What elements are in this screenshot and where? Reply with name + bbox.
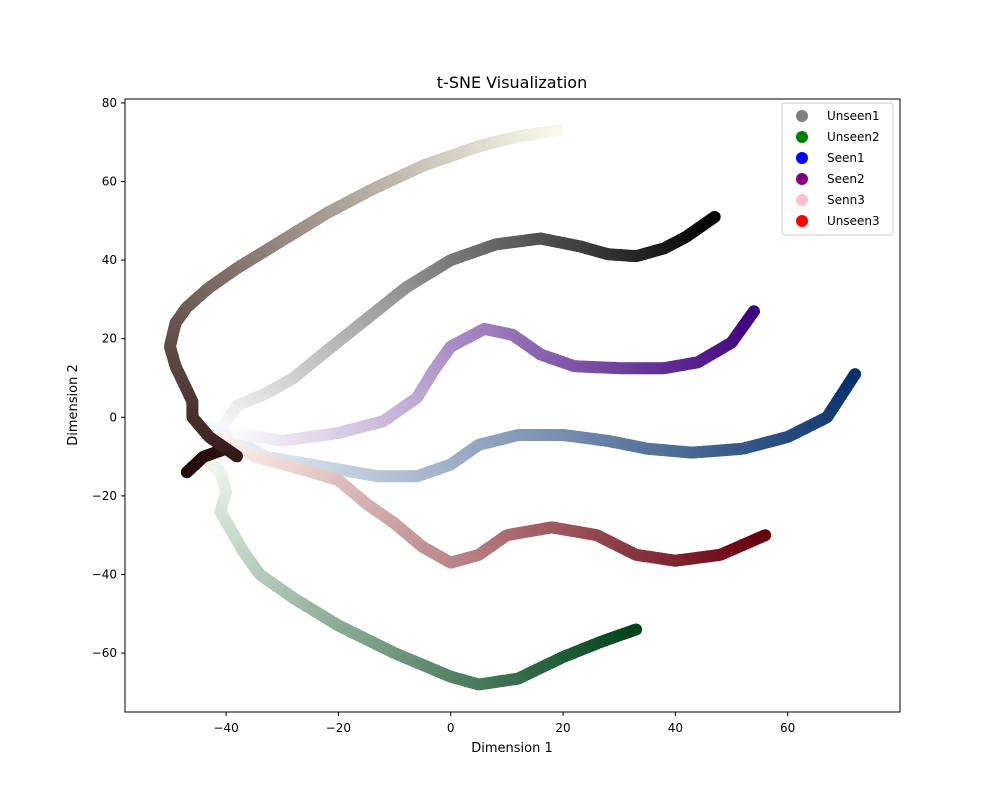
- legend-marker: [796, 215, 808, 227]
- chart-title: t-SNE Visualization: [437, 73, 587, 92]
- data-point: [551, 124, 564, 137]
- legend-marker: [796, 152, 808, 164]
- legend-label: Unseen3: [827, 214, 880, 228]
- legend-marker: [796, 110, 808, 122]
- legend-label: Seen1: [827, 151, 865, 165]
- y-tick-label: 20: [102, 332, 117, 346]
- series-2-points: [203, 368, 862, 483]
- legend-box: [781, 102, 894, 236]
- series-1-points: [192, 446, 643, 691]
- x-tick-label: 60: [780, 721, 795, 735]
- legend-marker: [796, 194, 808, 206]
- data-point: [708, 210, 721, 223]
- legend-label: Seen2: [827, 172, 865, 186]
- y-tick-label: 0: [109, 410, 117, 424]
- y-tick-label: −20: [92, 489, 117, 503]
- x-axis-label: Dimension 1: [471, 741, 553, 756]
- plot-frame: [124, 98, 901, 713]
- y-tick-label: 60: [102, 175, 117, 189]
- x-tick-label: 0: [447, 721, 455, 735]
- legend-label: Unseen2: [827, 130, 880, 144]
- series-5-points: [164, 124, 564, 479]
- data-point: [759, 529, 772, 542]
- data-point: [748, 305, 760, 318]
- y-axis: −60 −40 −20 0 20 40 60 80: [92, 96, 125, 660]
- y-tick-label: −40: [92, 567, 117, 581]
- legend-marker: [796, 173, 808, 185]
- legend: Unseen1 Unseen2 Seen1 Seen2 Senn3 Unseen3: [781, 102, 894, 236]
- y-tick-label: −60: [92, 646, 117, 660]
- legend-label: Unseen1: [827, 109, 880, 123]
- legend-marker: [796, 131, 808, 143]
- plot-points: [164, 124, 862, 691]
- x-axis: −40 −20 0 20 40 60: [213, 712, 795, 735]
- x-tick-label: 40: [668, 721, 683, 735]
- x-tick-label: 20: [555, 721, 570, 735]
- y-tick-label: 40: [102, 253, 117, 267]
- y-tick-label: 80: [102, 96, 117, 110]
- data-point: [630, 623, 643, 636]
- y-axis-label: Dimension 2: [66, 364, 81, 446]
- legend-label: Senn3: [827, 193, 865, 207]
- series-0-points: [208, 210, 721, 443]
- series-3-points: [231, 305, 760, 447]
- x-tick-label: −20: [326, 721, 351, 735]
- data-point: [849, 368, 862, 381]
- x-tick-label: −40: [213, 721, 238, 735]
